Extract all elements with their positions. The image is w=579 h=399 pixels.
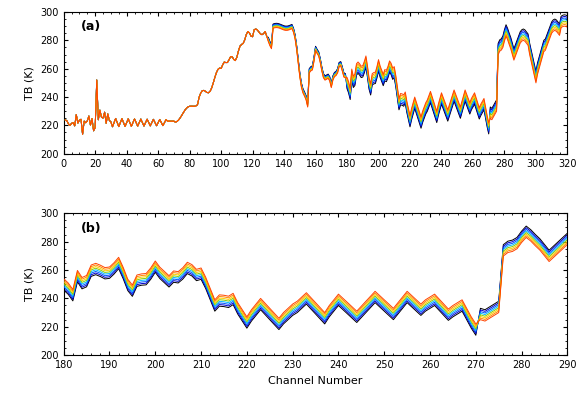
Y-axis label: TB (K): TB (K) <box>25 66 35 100</box>
Text: (b): (b) <box>81 222 102 235</box>
Text: (a): (a) <box>81 20 101 34</box>
X-axis label: Channel Number: Channel Number <box>269 375 362 385</box>
Y-axis label: TB (K): TB (K) <box>25 267 35 301</box>
